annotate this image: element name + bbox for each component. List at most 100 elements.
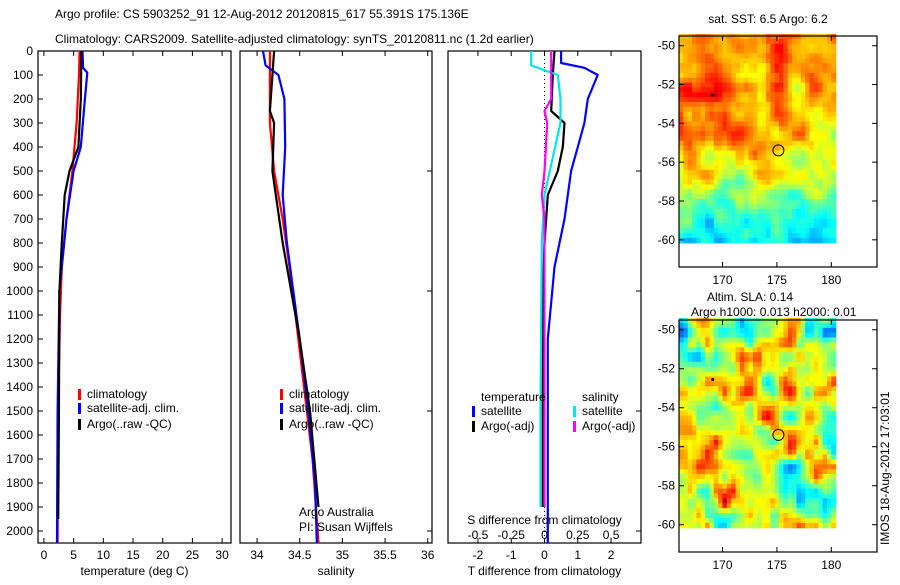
map-cell bbox=[753, 405, 758, 412]
map-cell bbox=[796, 58, 802, 64]
map-cell bbox=[761, 208, 767, 215]
map-cell bbox=[822, 121, 828, 127]
map-cell bbox=[744, 478, 750, 485]
map-cell bbox=[809, 454, 815, 460]
map-cell bbox=[805, 218, 811, 224]
map-cell bbox=[766, 58, 771, 64]
map-cell bbox=[792, 474, 798, 480]
map-cell bbox=[766, 77, 771, 84]
map-cell bbox=[770, 82, 776, 89]
map-cell bbox=[753, 121, 758, 127]
map-cell bbox=[822, 218, 828, 224]
map-cell bbox=[744, 43, 750, 50]
map-cell bbox=[748, 454, 754, 460]
map-cell bbox=[831, 474, 837, 480]
map-cell bbox=[709, 352, 715, 358]
island-marker bbox=[711, 93, 715, 97]
map-cell bbox=[718, 97, 724, 103]
map-cell bbox=[827, 513, 832, 519]
map-cell bbox=[779, 454, 785, 460]
map-cell bbox=[766, 174, 771, 181]
map-cell bbox=[692, 72, 698, 79]
map-cell bbox=[774, 208, 780, 215]
map-cell bbox=[739, 342, 745, 348]
map-cell bbox=[774, 189, 780, 195]
map-cell bbox=[770, 121, 776, 127]
map-cell bbox=[679, 150, 684, 156]
map-cell bbox=[687, 435, 693, 441]
map-cell bbox=[783, 38, 789, 45]
map-cell bbox=[713, 237, 719, 244]
map-cell bbox=[683, 430, 689, 436]
map-cell bbox=[748, 449, 754, 456]
map-cell bbox=[783, 102, 789, 108]
map-cell bbox=[692, 396, 698, 402]
map-cell bbox=[813, 376, 819, 382]
map-cell bbox=[744, 376, 750, 382]
map-cell bbox=[713, 391, 719, 397]
map-cell bbox=[679, 184, 684, 190]
x-tick-label: 34.5 bbox=[288, 548, 312, 562]
map-cell bbox=[705, 102, 711, 108]
map-cell bbox=[753, 322, 758, 329]
map-cell bbox=[809, 97, 815, 103]
map-cell bbox=[809, 357, 815, 363]
map-cell bbox=[735, 513, 741, 519]
map-cell bbox=[796, 165, 802, 171]
map-cell bbox=[687, 517, 693, 524]
map-cell bbox=[683, 121, 689, 127]
map-cell bbox=[800, 77, 806, 84]
map-cell bbox=[718, 415, 724, 421]
map-cell bbox=[774, 430, 780, 436]
map-cell bbox=[709, 464, 715, 470]
map-cell bbox=[705, 38, 711, 45]
map-cell bbox=[809, 425, 815, 431]
map-cell bbox=[753, 396, 758, 402]
map-cell bbox=[753, 58, 758, 64]
legend-entry: climatology bbox=[289, 387, 349, 401]
map-cell bbox=[709, 111, 715, 118]
map-cell bbox=[692, 513, 698, 519]
map-cell bbox=[753, 464, 758, 470]
map-cell bbox=[827, 400, 832, 407]
map-cell bbox=[757, 92, 763, 98]
map-cell bbox=[687, 498, 693, 504]
map-cell bbox=[787, 376, 793, 382]
map-cell bbox=[722, 97, 728, 103]
map-cell bbox=[761, 449, 767, 456]
map-cell bbox=[748, 48, 754, 55]
map-cell bbox=[813, 464, 819, 470]
map-cell bbox=[818, 386, 824, 392]
map-cell bbox=[753, 203, 758, 210]
map-cell bbox=[748, 174, 754, 181]
map-cell bbox=[805, 498, 811, 504]
map-cell bbox=[774, 155, 780, 161]
map-cell bbox=[713, 332, 719, 339]
map-cell bbox=[687, 469, 693, 475]
map-cell bbox=[831, 218, 837, 224]
map-cell bbox=[705, 131, 711, 137]
map-cell bbox=[700, 361, 706, 368]
map-cell bbox=[783, 160, 789, 166]
map-cell bbox=[827, 488, 832, 495]
map-cell bbox=[687, 116, 693, 123]
map-cell bbox=[683, 38, 689, 45]
map-cell bbox=[792, 233, 798, 239]
map-cell bbox=[813, 121, 819, 127]
map-cell bbox=[770, 140, 776, 147]
map-cell bbox=[822, 145, 828, 152]
map-cell bbox=[726, 347, 732, 353]
map-cell bbox=[722, 503, 728, 509]
map-cell bbox=[805, 68, 811, 74]
map-cell bbox=[757, 400, 763, 407]
map-cell bbox=[818, 63, 824, 69]
map-cell bbox=[718, 522, 724, 529]
map-cell bbox=[718, 72, 724, 79]
map-cell bbox=[770, 332, 776, 339]
map-cell bbox=[726, 131, 732, 137]
map-cell bbox=[696, 38, 702, 45]
map-cell bbox=[805, 435, 811, 441]
map-cell bbox=[718, 435, 724, 441]
map-cell bbox=[731, 361, 737, 368]
